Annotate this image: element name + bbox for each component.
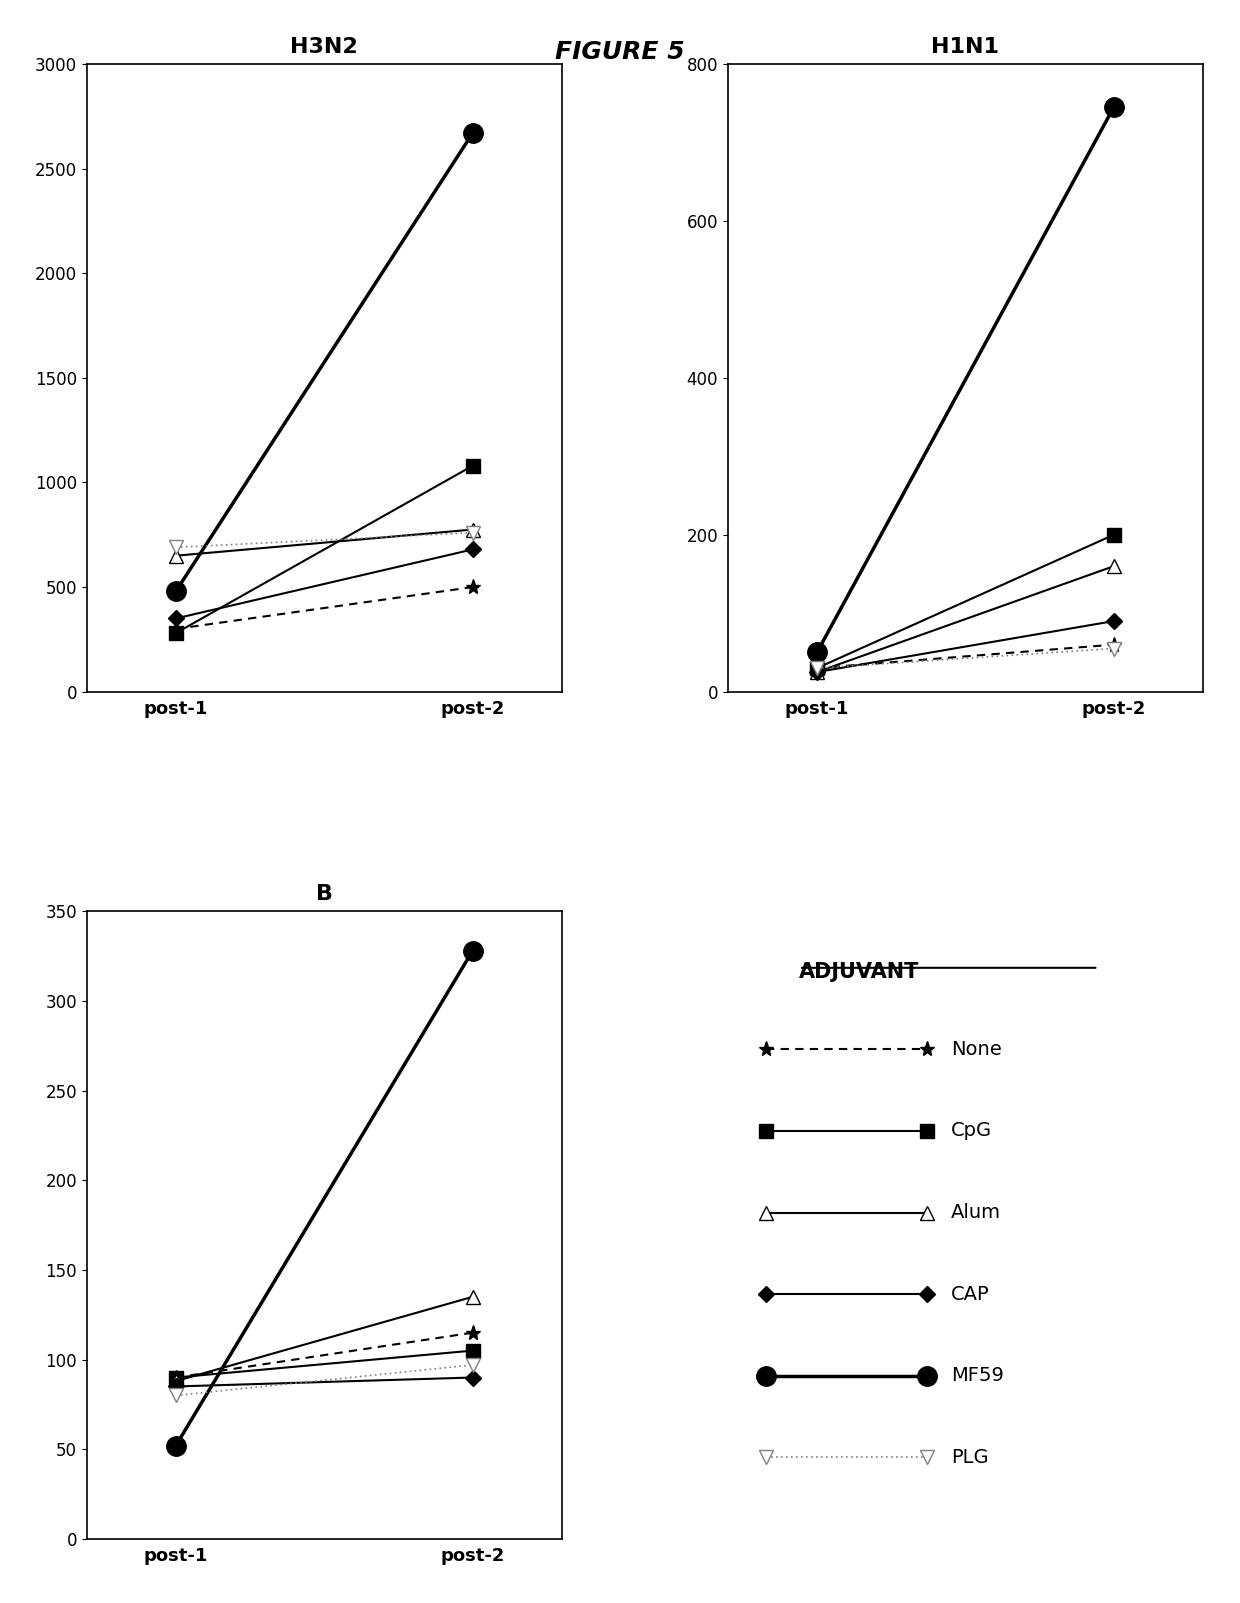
Text: Alum: Alum [951, 1202, 1001, 1221]
Title: H1N1: H1N1 [931, 37, 999, 58]
Text: None: None [951, 1040, 1002, 1060]
Text: FIGURE 5: FIGURE 5 [556, 40, 684, 64]
Title: B: B [316, 885, 332, 904]
Text: CAP: CAP [951, 1284, 990, 1303]
Text: ADJUVANT: ADJUVANT [799, 962, 920, 981]
Text: MF59: MF59 [951, 1366, 1004, 1385]
Text: PLG: PLG [951, 1448, 988, 1467]
Title: H3N2: H3N2 [290, 37, 358, 58]
Text: CpG: CpG [951, 1122, 992, 1140]
